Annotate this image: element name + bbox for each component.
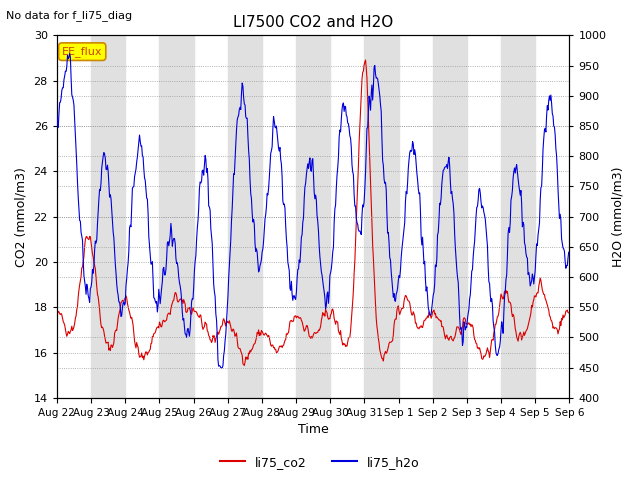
Bar bbox=[159, 36, 193, 398]
Bar bbox=[364, 36, 399, 398]
Title: LI7500 CO2 and H2O: LI7500 CO2 and H2O bbox=[233, 15, 393, 30]
X-axis label: Time: Time bbox=[298, 423, 328, 436]
Bar bbox=[433, 36, 467, 398]
Bar bbox=[296, 36, 330, 398]
Bar bbox=[91, 36, 125, 398]
Bar bbox=[501, 36, 535, 398]
Y-axis label: H2O (mmol/m3): H2O (mmol/m3) bbox=[612, 167, 625, 267]
Text: No data for f_li75_diag: No data for f_li75_diag bbox=[6, 10, 132, 21]
Text: EE_flux: EE_flux bbox=[62, 46, 102, 57]
Legend: li75_co2, li75_h2o: li75_co2, li75_h2o bbox=[215, 451, 425, 474]
Bar bbox=[228, 36, 262, 398]
Y-axis label: CO2 (mmol/m3): CO2 (mmol/m3) bbox=[15, 167, 28, 266]
